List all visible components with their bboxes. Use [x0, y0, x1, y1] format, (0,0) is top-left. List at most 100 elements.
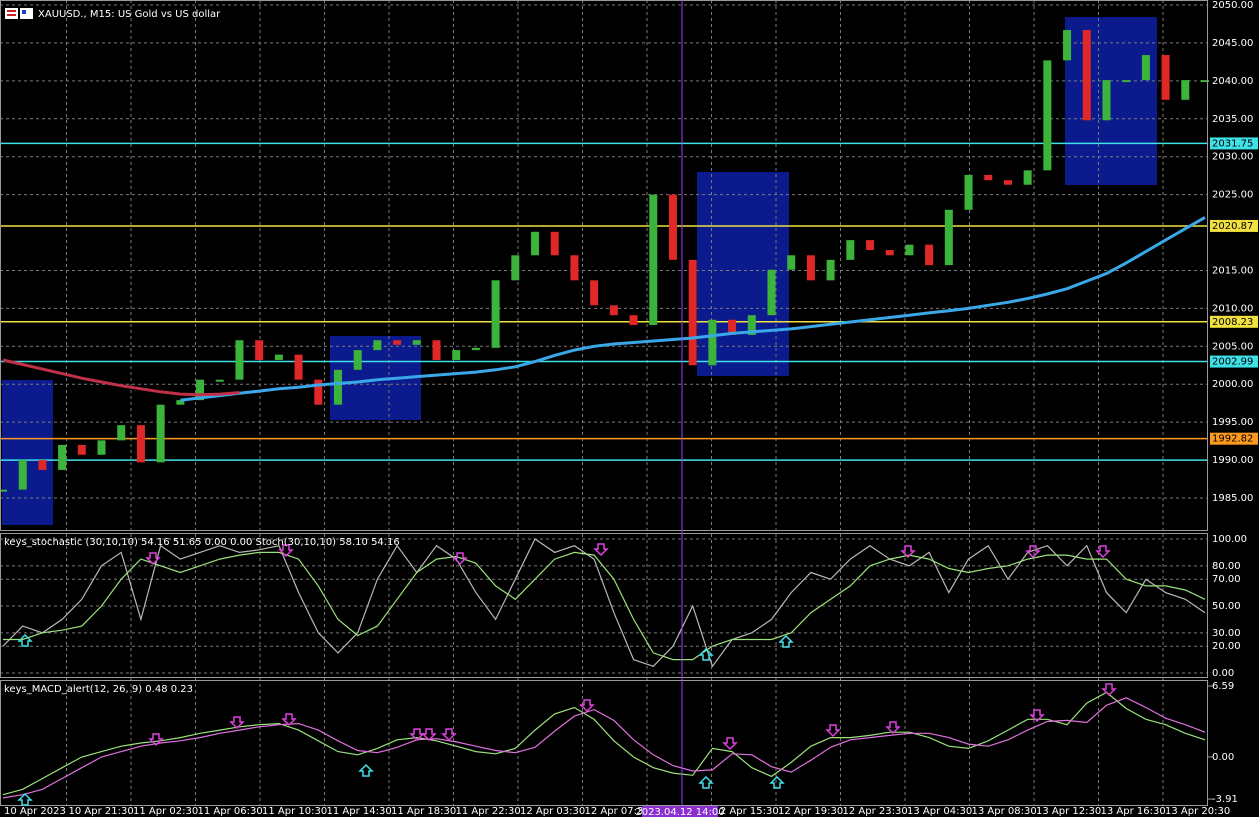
price-bar: [117, 425, 126, 441]
price-bar: [649, 194, 658, 326]
x-tick-label: 12 Apr 03:30: [520, 806, 585, 817]
sell-arrow: [409, 728, 425, 742]
sell-arrow: [722, 737, 738, 751]
price-bar: [925, 244, 934, 266]
x-tick-label: 10 Apr 21:30: [69, 806, 134, 817]
y-tick-label: 2005.00: [1212, 341, 1253, 352]
price-bar: [196, 379, 205, 401]
stoch-pane-frame: [0, 533, 1208, 678]
price-bar: [412, 340, 421, 345]
price-bar: [570, 255, 579, 281]
price-bar: [491, 280, 500, 348]
sell-arrow: [281, 713, 297, 727]
buy-arrow: [778, 634, 794, 648]
price-bar: [18, 460, 27, 490]
y-tick-label: 2025.00: [1212, 190, 1253, 201]
y-tick-label: 2010.00: [1212, 303, 1253, 314]
x-tick-label: 11 Apr 22:30: [456, 806, 521, 817]
price-bar: [255, 340, 264, 360]
price-bar: [550, 231, 559, 256]
price-bar: [77, 444, 86, 455]
x-tick-label: 11 Apr 06:30: [198, 806, 263, 817]
price-bar: [787, 255, 796, 270]
series-line: [2, 697, 1206, 799]
price-bar: [984, 174, 993, 181]
zone: [1065, 17, 1157, 185]
price-bar: [905, 244, 914, 256]
x-tick-label: 13 Apr 08:30: [972, 806, 1037, 817]
price-bar: [1201, 80, 1209, 83]
price-bar: [58, 444, 67, 470]
sell-arrow: [145, 552, 161, 566]
y-tick-label: 80.00: [1212, 561, 1241, 572]
x-tick-label: 11 Apr 02:30: [133, 806, 198, 817]
series-line: [2, 538, 1206, 668]
sell-arrow: [441, 728, 457, 742]
price-bar: [767, 269, 776, 316]
price-bar: [432, 340, 441, 360]
price-bar: [1082, 30, 1091, 121]
price-bar: [1122, 80, 1131, 83]
y-tick-label: 2000.00: [1212, 379, 1253, 390]
series-line: [3, 551, 1206, 661]
sell-arrow: [1095, 545, 1111, 559]
price-bar: [1063, 30, 1072, 61]
y-tick-label: 2015.00: [1212, 265, 1253, 276]
price-bar: [274, 354, 283, 360]
level-label: 2020.87: [1212, 221, 1253, 232]
series-line: [180, 216, 1206, 402]
x-tick-label: 11 Apr 18:30: [391, 806, 456, 817]
price-bar: [294, 354, 303, 380]
level-label: 2008.23: [1212, 317, 1253, 328]
x-tick-label: 12 Apr 23:30: [843, 806, 908, 817]
x-tick-label: 13 Apr 20:30: [1165, 806, 1230, 817]
price-bar: [1181, 80, 1190, 100]
level-label-box: [1210, 355, 1258, 368]
price-bar: [866, 240, 875, 250]
price-bar: [728, 319, 737, 335]
level-label-box: [1210, 137, 1258, 150]
price-bar: [97, 440, 106, 455]
series-line: [2, 691, 1206, 796]
price-bar: [609, 305, 618, 316]
price-bar: [1161, 55, 1170, 100]
series-line: [2, 358, 240, 397]
sell-arrow: [1029, 709, 1045, 723]
x-tick-label: 11 Apr 14:30: [327, 806, 392, 817]
x-tick-label: 12 Apr 07:30: [585, 806, 650, 817]
price-bar: [1102, 80, 1111, 121]
price-bar: [136, 425, 145, 463]
buy-arrow: [358, 763, 374, 777]
price-bar: [0, 489, 7, 492]
sell-arrow: [421, 728, 437, 742]
icon: [5, 8, 18, 19]
icon: [22, 10, 26, 14]
sell-arrow: [825, 724, 841, 738]
x-tick-label: 10 Apr 2023: [4, 806, 66, 817]
y-tick-label: 0.00: [1212, 668, 1234, 679]
price-bar: [215, 379, 224, 382]
y-tick-label: 6.59: [1212, 681, 1234, 692]
plot-layer: [0, 0, 1213, 806]
level-label: 1992.82: [1212, 434, 1253, 445]
price-bar: [1141, 55, 1150, 81]
price-bar: [1023, 170, 1032, 185]
price-bar: [156, 404, 165, 463]
y-tick-label: 1995.00: [1212, 417, 1253, 428]
price-bar: [314, 379, 323, 405]
cursor-label: 2023.04.12 14:00: [635, 807, 724, 817]
level-label: 2031.75: [1212, 138, 1253, 149]
y-tick-label: 2030.00: [1212, 152, 1253, 163]
x-tick-label: 13 Apr 12:30: [1036, 806, 1101, 817]
y-tick-label: 100.00: [1212, 534, 1247, 545]
x-tick-label: 12 Apr 19:30: [778, 806, 843, 817]
y-tick-label: 2045.00: [1212, 38, 1253, 49]
price-pane-frame: [0, 0, 1208, 531]
y-tick-label: 1985.00: [1212, 493, 1253, 504]
sell-arrow: [593, 543, 609, 557]
price-bar: [38, 460, 47, 470]
price-bar: [668, 194, 677, 260]
price-bar: [964, 174, 973, 210]
buy-arrow: [17, 792, 33, 806]
